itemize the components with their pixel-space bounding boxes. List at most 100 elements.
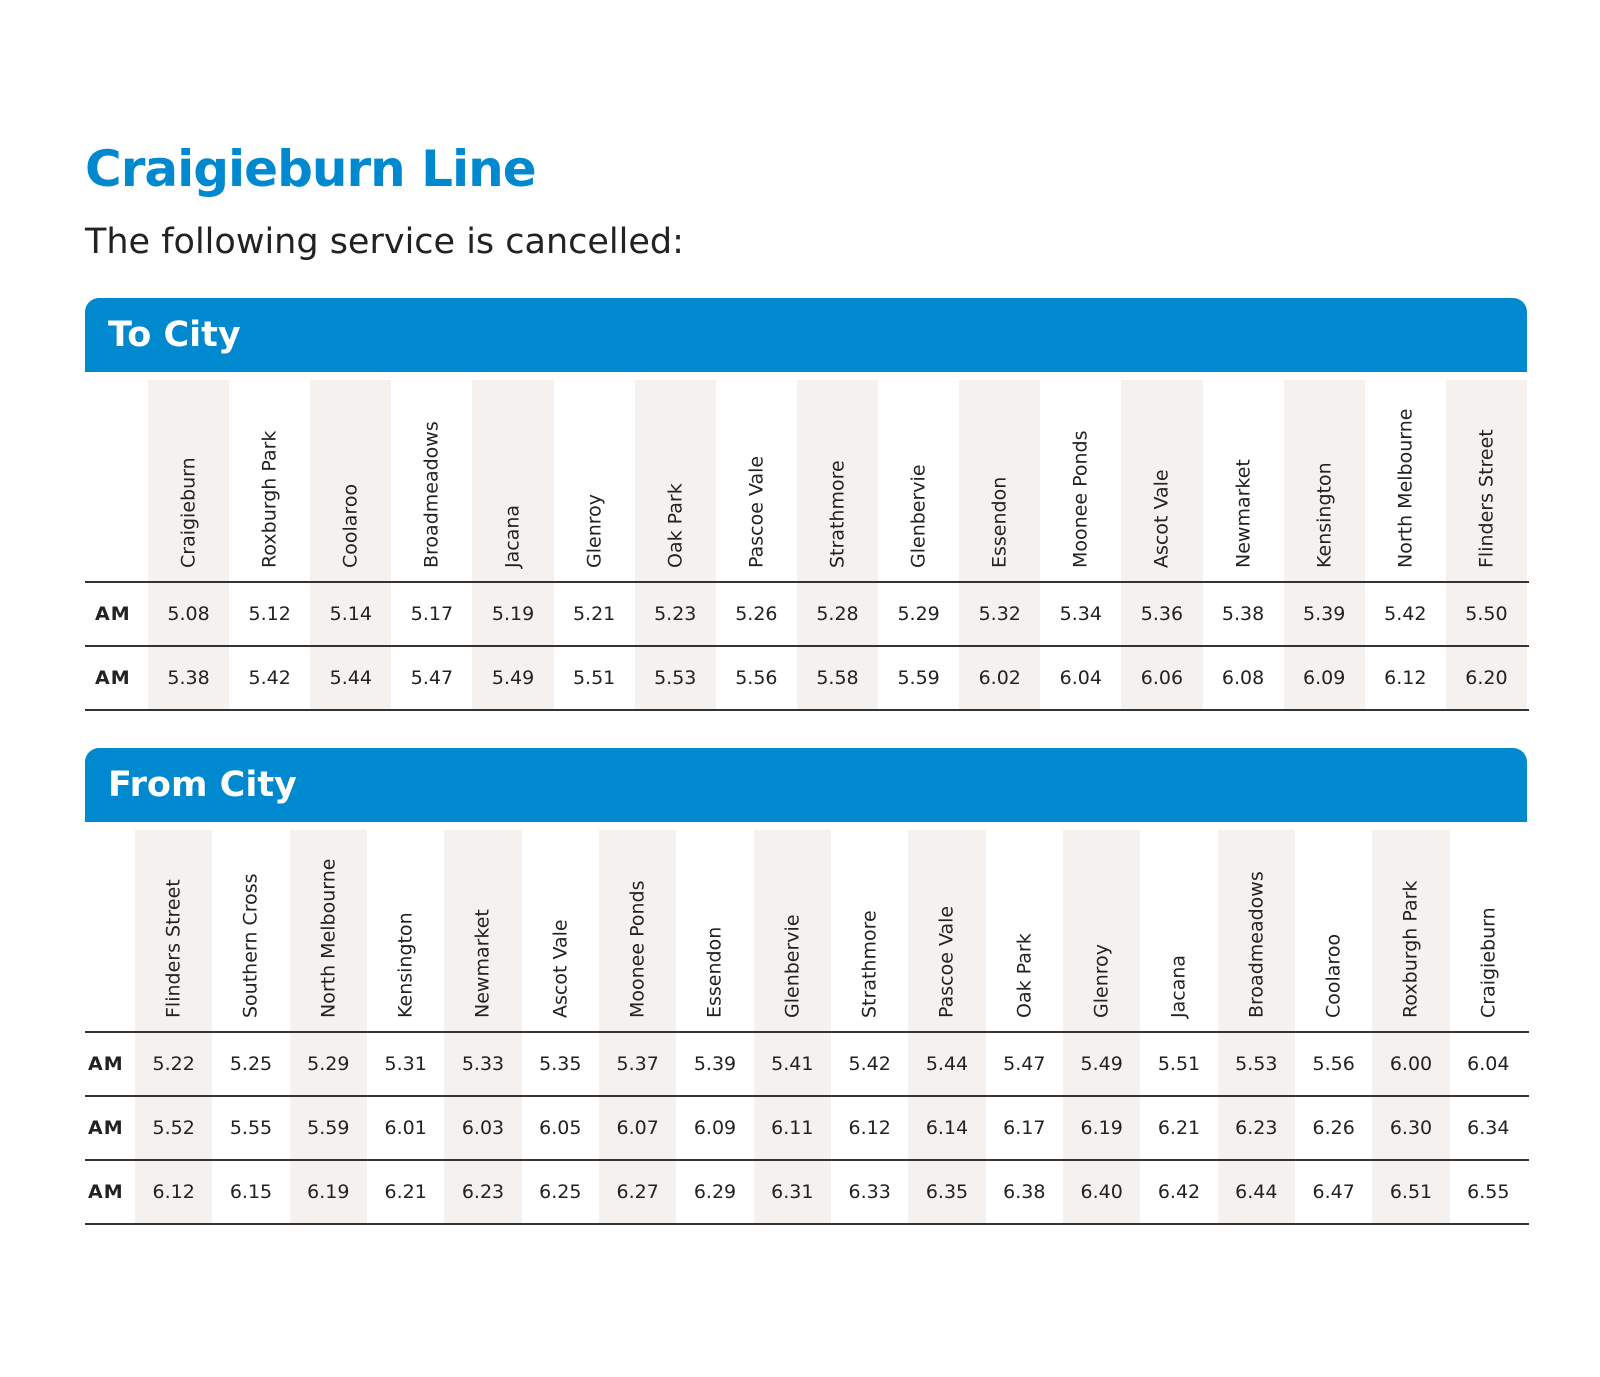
time: 5.49 [1080, 1053, 1123, 1075]
time: 5.33 [461, 1053, 505, 1075]
time: 6.11 [771, 1117, 814, 1139]
time: 5.38 [1221, 603, 1265, 625]
time: 5.51 [572, 667, 616, 689]
time: 6.40 [1080, 1181, 1123, 1203]
row-rule [85, 581, 1529, 583]
station-name: Craigieburn [1477, 907, 1500, 1018]
time: 5.39 [693, 1053, 737, 1075]
period: AM [88, 1181, 124, 1203]
station-name: Broadmeadows [420, 421, 443, 568]
time: 6.29 [693, 1181, 737, 1203]
time: 6.20 [1465, 667, 1508, 689]
station-name: Strathmore [858, 910, 881, 1018]
time: 5.34 [1059, 603, 1102, 625]
station-name: Flinders Street [1475, 429, 1498, 568]
time: 5.42 [1384, 603, 1427, 625]
time: 6.14 [925, 1117, 969, 1139]
time: 5.17 [410, 603, 454, 625]
time: 6.35 [925, 1181, 969, 1203]
time: 5.36 [1140, 603, 1184, 625]
station-name: Oak Park [1013, 933, 1036, 1018]
period: AM [88, 1117, 124, 1139]
time: 5.12 [248, 603, 291, 625]
time: 5.52 [152, 1117, 195, 1139]
time: 6.02 [978, 667, 1021, 689]
station-name: Newmarket [471, 909, 494, 1018]
time: 6.21 [1157, 1117, 1201, 1139]
time: 6.12 [1384, 667, 1427, 689]
column-shade [135, 830, 213, 1224]
station-name: Moonee Ponds [626, 880, 649, 1018]
time: 5.50 [1465, 603, 1508, 625]
station-name: Essendon [703, 926, 726, 1018]
station-name: Pascoe Vale [745, 455, 768, 568]
time: 5.47 [1003, 1053, 1046, 1075]
time: 6.12 [152, 1181, 195, 1203]
column-shade [1283, 380, 1365, 710]
column-shade [148, 380, 230, 710]
station-name: Glenbervie [781, 914, 804, 1018]
time: 6.51 [1389, 1181, 1433, 1203]
time: 6.04 [1059, 667, 1102, 689]
column-shade [472, 380, 554, 710]
row-rule [85, 645, 1529, 647]
column-shade [289, 830, 367, 1224]
time: 6.19 [307, 1181, 350, 1203]
time: 5.42 [848, 1053, 891, 1075]
time: 5.42 [248, 667, 291, 689]
time: 5.08 [167, 603, 210, 625]
time: 6.31 [771, 1181, 814, 1203]
station-name: Oak Park [664, 483, 687, 568]
time: 5.44 [329, 667, 372, 689]
time: 6.17 [1003, 1117, 1046, 1139]
time: 6.05 [539, 1117, 582, 1139]
station-name: Craigieburn [177, 457, 200, 568]
time: 6.55 [1467, 1181, 1510, 1203]
time: 5.29 [897, 603, 940, 625]
column-shade [753, 830, 831, 1224]
column-shade [1217, 830, 1295, 1224]
time: 5.28 [816, 603, 859, 625]
time: 6.00 [1389, 1053, 1433, 1075]
station-name: Moonee Ponds [1069, 430, 1092, 568]
time: 5.32 [978, 603, 1021, 625]
station-name: Glenroy [1090, 944, 1113, 1018]
time: 5.26 [735, 603, 778, 625]
time: 5.56 [1312, 1053, 1355, 1075]
time: 6.07 [616, 1117, 659, 1139]
time: 5.59 [897, 667, 940, 689]
time: 6.34 [1467, 1117, 1510, 1139]
time: 6.38 [1003, 1181, 1046, 1203]
station-name: Glenbervie [907, 464, 930, 568]
time: 6.15 [229, 1181, 273, 1203]
station-name: Coolaroo [1322, 933, 1345, 1018]
column-shade [1121, 380, 1203, 710]
station-name: Jacana [502, 504, 525, 568]
station-name: Roxburgh Park [1399, 880, 1422, 1018]
column-shade [1063, 830, 1141, 1224]
station-name: North Melbourne [1394, 408, 1417, 568]
station-name: Flinders Street [162, 879, 185, 1018]
time: 6.33 [848, 1181, 891, 1203]
station-name: Pascoe Vale [935, 905, 958, 1018]
title: Craigieburn Line [85, 140, 537, 198]
station-name: Ascot Vale [1150, 469, 1173, 568]
row-rule [85, 709, 1529, 711]
time: 6.30 [1389, 1117, 1433, 1139]
column-shade [908, 830, 986, 1224]
time: 5.14 [329, 603, 372, 625]
station-name: Jacana [1167, 954, 1190, 1018]
time: 5.58 [816, 667, 859, 689]
time: 5.23 [654, 603, 697, 625]
time: 6.04 [1467, 1053, 1510, 1075]
station-name: Kensington [1313, 462, 1336, 568]
time: 6.12 [848, 1117, 891, 1139]
time: 6.42 [1157, 1181, 1201, 1203]
time: 6.23 [1235, 1117, 1278, 1139]
time: 6.25 [539, 1181, 582, 1203]
row-rule [85, 1159, 1529, 1161]
time: 5.22 [152, 1053, 195, 1075]
column-shade [959, 380, 1041, 710]
row-rule [85, 1223, 1529, 1225]
station-name: Strathmore [826, 460, 849, 568]
